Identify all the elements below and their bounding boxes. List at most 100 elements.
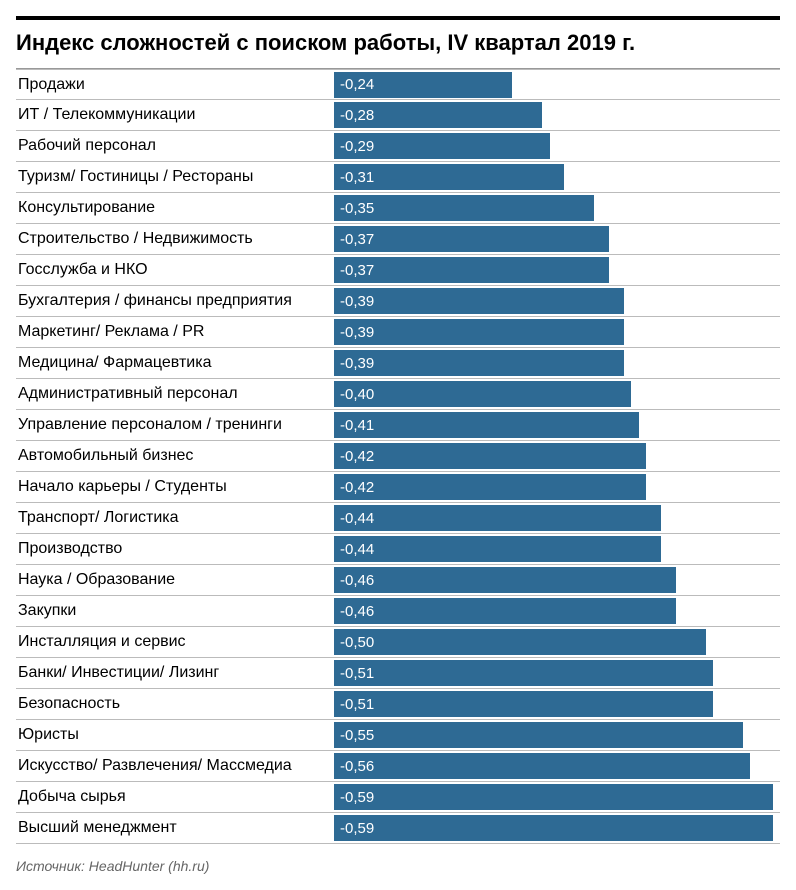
bar-cell: -0,24 [334, 70, 780, 99]
bar-value: -0,42 [340, 448, 374, 465]
bar-value: -0,39 [340, 293, 374, 310]
bar-value: -0,39 [340, 324, 374, 341]
bar: -0,46 [334, 567, 676, 593]
row-label: Бухгалтерия / финансы предприятия [16, 292, 334, 310]
chart-source: Источник: HeadHunter (hh.ru) [16, 858, 780, 874]
chart-row: ИТ / Телекоммуникации -0,28 [16, 100, 780, 131]
row-label: Медицина/ Фармацевтика [16, 354, 334, 372]
row-label: Начало карьеры / Студенты [16, 478, 334, 496]
chart-row: Закупки-0,46 [16, 596, 780, 627]
bar: -0,28 [334, 102, 542, 128]
row-label: Строительство / Недвижимость [16, 230, 334, 248]
chart-row: Банки/ Инвестиции/ Лизинг -0,51 [16, 658, 780, 689]
row-label: Административный персонал [16, 385, 334, 403]
chart-row: Медицина/ Фармацевтика-0,39 [16, 348, 780, 379]
bar-value: -0,50 [340, 634, 374, 651]
bar-cell: -0,41 [334, 410, 780, 440]
bar-value: -0,46 [340, 603, 374, 620]
bar-value: -0,56 [340, 758, 374, 775]
bar: -0,44 [334, 536, 661, 562]
chart-row: Безопасность-0,51 [16, 689, 780, 720]
row-label: Высший менеджмент [16, 819, 334, 837]
row-label: Добыча сырья [16, 788, 334, 806]
chart-row: Рабочий персонал -0,29 [16, 131, 780, 162]
bar-value: -0,37 [340, 231, 374, 248]
bar: -0,39 [334, 319, 624, 345]
row-label: Рабочий персонал [16, 137, 334, 155]
bar: -0,46 [334, 598, 676, 624]
bar-value: -0,24 [340, 76, 374, 93]
bar-value: -0,40 [340, 386, 374, 403]
bar-cell: -0,37 [334, 255, 780, 285]
bar-value: -0,42 [340, 479, 374, 496]
bar-value: -0,35 [340, 200, 374, 217]
chart-row: Бухгалтерия / финансы предприятия -0,39 [16, 286, 780, 317]
bar-cell: -0,37 [334, 224, 780, 254]
bar-value: -0,44 [340, 541, 374, 558]
bar-cell: -0,56 [334, 751, 780, 781]
chart-row: Консультирование -0,35 [16, 193, 780, 224]
row-label: Консультирование [16, 199, 334, 217]
chart-row: Добыча сырья-0,59 [16, 782, 780, 813]
bar-cell: -0,44 [334, 534, 780, 564]
bar: -0,35 [334, 195, 594, 221]
chart-row: Госслужба и НКО -0,37 [16, 255, 780, 286]
chart-row: Производство -0,44 [16, 534, 780, 565]
bar-value: -0,55 [340, 727, 374, 744]
bar: -0,42 [334, 474, 646, 500]
bar-value: -0,59 [340, 820, 374, 837]
row-label: Юристы [16, 726, 334, 744]
chart-row: Автомобильный бизнес -0,42 [16, 441, 780, 472]
bar: -0,55 [334, 722, 743, 748]
bar-cell: -0,51 [334, 689, 780, 719]
chart-row: Искусство/ Развлечения/ Массмедиа-0,56 [16, 751, 780, 782]
bar: -0,37 [334, 226, 609, 252]
row-label: Банки/ Инвестиции/ Лизинг [16, 664, 334, 682]
bar-cell: -0,42 [334, 472, 780, 502]
bar: -0,50 [334, 629, 706, 655]
bar-cell: -0,39 [334, 286, 780, 316]
bar-cell: -0,46 [334, 565, 780, 595]
bar-value: -0,46 [340, 572, 374, 589]
bar: -0,56 [334, 753, 750, 779]
chart-container: Индекс сложностей с поиском работы, IV к… [16, 16, 780, 874]
chart-row: Управление персоналом / тренинги-0,41 [16, 410, 780, 441]
bar-cell: -0,29 [334, 131, 780, 161]
bar-cell: -0,46 [334, 596, 780, 626]
chart-row: Административный персонал -0,40 [16, 379, 780, 410]
bar-value: -0,31 [340, 169, 374, 186]
bar: -0,51 [334, 660, 713, 686]
bar: -0,42 [334, 443, 646, 469]
bar: -0,59 [334, 815, 773, 841]
bar-cell: -0,55 [334, 720, 780, 750]
bar-cell: -0,35 [334, 193, 780, 223]
chart-row: Продажи-0,24 [16, 69, 780, 100]
bar-cell: -0,42 [334, 441, 780, 471]
row-label: Госслужба и НКО [16, 261, 334, 279]
bar-cell: -0,59 [334, 813, 780, 843]
chart-row: Туризм/ Гостиницы / Рестораны-0,31 [16, 162, 780, 193]
bar: -0,51 [334, 691, 713, 717]
bar: -0,41 [334, 412, 639, 438]
chart-row: Высший менеджмент -0,59 [16, 813, 780, 844]
bar: -0,40 [334, 381, 631, 407]
bar-value: -0,37 [340, 262, 374, 279]
chart-title: Индекс сложностей с поиском работы, IV к… [16, 30, 780, 56]
bar: -0,59 [334, 784, 773, 810]
bar-cell: -0,44 [334, 503, 780, 533]
row-label: ИТ / Телекоммуникации [16, 106, 334, 124]
bar-value: -0,51 [340, 665, 374, 682]
bar-value: -0,29 [340, 138, 374, 155]
row-label: Автомобильный бизнес [16, 447, 334, 465]
chart-row: Наука / Образование-0,46 [16, 565, 780, 596]
bar: -0,29 [334, 133, 550, 159]
row-label: Производство [16, 540, 334, 558]
bar-value: -0,28 [340, 107, 374, 124]
bar-cell: -0,40 [334, 379, 780, 409]
top-rule [16, 16, 780, 20]
bar-value: -0,44 [340, 510, 374, 527]
bar-cell: -0,39 [334, 317, 780, 347]
bar-value: -0,41 [340, 417, 374, 434]
bar-cell: -0,28 [334, 100, 780, 130]
bar-cell: -0,50 [334, 627, 780, 657]
